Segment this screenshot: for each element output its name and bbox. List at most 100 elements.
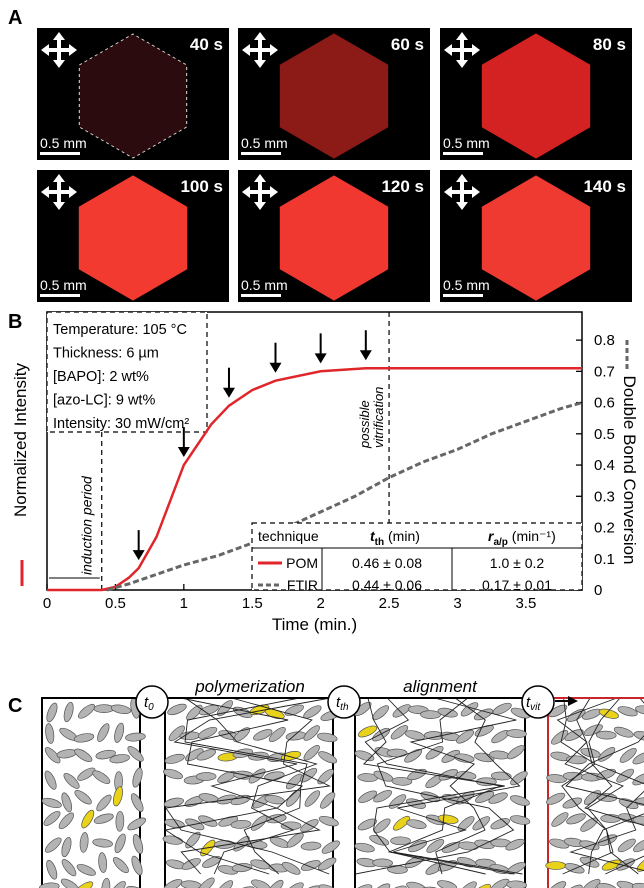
mesogen bbox=[562, 797, 583, 809]
x-tick-label: 0.5 bbox=[105, 595, 126, 612]
mesogen bbox=[63, 772, 80, 789]
mesogen bbox=[566, 813, 586, 825]
arrow-head bbox=[254, 60, 266, 68]
arrow-head bbox=[270, 186, 278, 198]
annotation: possible bbox=[357, 400, 372, 449]
y2-tick-label: 0.4 bbox=[594, 457, 615, 474]
mesogen bbox=[131, 855, 143, 876]
mesogen bbox=[186, 704, 203, 721]
mesogen bbox=[492, 702, 512, 715]
mesogen bbox=[582, 879, 601, 888]
domain-boundary bbox=[362, 697, 505, 875]
sample-hexagon bbox=[279, 175, 389, 301]
mesogen bbox=[115, 810, 125, 832]
info-line: [BAPO]: 2 wt% bbox=[53, 369, 149, 385]
mesogen bbox=[216, 880, 234, 888]
mesogen bbox=[93, 813, 114, 824]
time-label: 40 s bbox=[190, 35, 223, 54]
mesogen bbox=[92, 838, 113, 848]
sample-hexagon bbox=[78, 33, 188, 159]
data-line bbox=[47, 366, 582, 592]
azo-molecule bbox=[81, 809, 95, 829]
mesogen bbox=[441, 749, 460, 763]
domain-boundary bbox=[565, 697, 644, 875]
mesogen bbox=[372, 883, 391, 888]
domain-boundary bbox=[409, 697, 517, 875]
text-part: t bbox=[370, 528, 376, 544]
mesogen bbox=[300, 819, 319, 833]
mesogen bbox=[114, 833, 126, 854]
x-axis-label: Time (min.) bbox=[272, 615, 357, 634]
arrow-shaft bbox=[450, 190, 474, 194]
mesogen bbox=[93, 704, 115, 713]
mesogen bbox=[304, 790, 321, 807]
text-part: 0 bbox=[148, 702, 154, 713]
mesogen bbox=[112, 857, 129, 874]
y2-tick-label: 0.7 bbox=[594, 363, 615, 380]
text-part: (min⁻¹) bbox=[508, 528, 556, 544]
mesogen bbox=[280, 821, 302, 831]
mesogen bbox=[303, 745, 320, 761]
mesogen bbox=[474, 752, 495, 763]
mesogen bbox=[390, 725, 409, 740]
mesogen bbox=[318, 751, 338, 764]
mesogen bbox=[92, 770, 111, 784]
schematic bbox=[39, 697, 644, 888]
mesogen bbox=[583, 790, 601, 805]
mesogen bbox=[163, 768, 183, 780]
mesogen bbox=[73, 733, 95, 743]
mesogen bbox=[185, 748, 204, 762]
mesogen bbox=[404, 730, 425, 741]
polarizer-icon bbox=[444, 174, 480, 210]
mesogen bbox=[78, 703, 96, 719]
text-part: th bbox=[375, 537, 384, 548]
mesogen bbox=[507, 745, 525, 760]
time-label: 140 s bbox=[583, 177, 626, 196]
y2-axis-label: Double Bond Conversion bbox=[620, 375, 639, 564]
mesogen bbox=[619, 747, 637, 763]
mesogen bbox=[198, 704, 219, 716]
arrow-head bbox=[472, 186, 480, 198]
mesogen bbox=[185, 831, 201, 849]
sample-hexagon bbox=[78, 175, 188, 301]
mesogen bbox=[595, 730, 617, 740]
scale-label: 0.5 mm bbox=[443, 277, 490, 293]
scale-bar bbox=[40, 294, 80, 297]
mesogen bbox=[456, 856, 477, 868]
arrow-shaft bbox=[47, 190, 71, 194]
mesogen bbox=[596, 768, 617, 780]
arrow-head bbox=[222, 387, 235, 398]
mesogen bbox=[97, 723, 110, 743]
mesogen bbox=[475, 791, 495, 804]
arrow-head bbox=[41, 44, 49, 56]
mesogen bbox=[617, 838, 636, 853]
y2-tick-label: 0.2 bbox=[594, 520, 615, 537]
mesogen bbox=[583, 724, 603, 736]
domain-boundary bbox=[184, 697, 318, 875]
arrow-shaft bbox=[47, 48, 71, 52]
mesogen bbox=[506, 729, 527, 738]
arrow-head bbox=[456, 202, 468, 210]
mesogen bbox=[285, 882, 304, 888]
mesogen bbox=[61, 859, 77, 877]
time-marker bbox=[135, 685, 169, 719]
time-label: 100 s bbox=[180, 177, 223, 196]
azo-molecule bbox=[75, 881, 94, 888]
mesogen bbox=[406, 881, 427, 888]
mesogen bbox=[632, 815, 644, 825]
table-header: ra/p (min⁻¹) bbox=[488, 528, 556, 548]
table-cell: 0.17 ± 0.01 bbox=[482, 577, 552, 593]
legend-label: POM bbox=[286, 555, 318, 571]
arrow-head bbox=[41, 186, 49, 198]
mesogen bbox=[456, 729, 475, 744]
azo-molecule bbox=[601, 859, 622, 871]
mesogen bbox=[369, 834, 390, 846]
mesogen bbox=[231, 863, 253, 873]
scale-bar bbox=[443, 294, 483, 297]
text-part: vit bbox=[530, 702, 541, 713]
mesogen bbox=[284, 704, 304, 716]
mesogen bbox=[132, 767, 143, 788]
mesogen bbox=[454, 753, 475, 763]
arrow-head bbox=[254, 174, 266, 182]
arrow-head bbox=[456, 60, 468, 68]
